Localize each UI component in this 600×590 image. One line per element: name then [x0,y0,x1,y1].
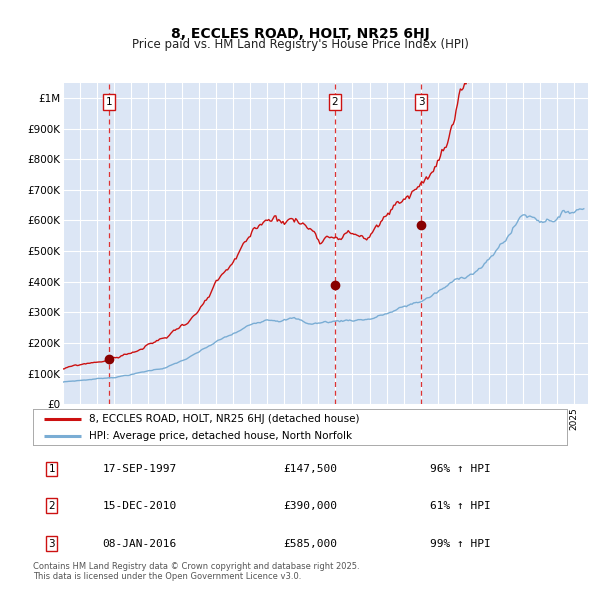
Text: £585,000: £585,000 [284,539,338,549]
Text: 96% ↑ HPI: 96% ↑ HPI [430,464,491,474]
Text: 3: 3 [49,539,55,549]
Text: 15-DEC-2010: 15-DEC-2010 [103,501,177,511]
Text: 2: 2 [331,97,338,107]
Text: £147,500: £147,500 [284,464,338,474]
Text: Price paid vs. HM Land Registry's House Price Index (HPI): Price paid vs. HM Land Registry's House … [131,38,469,51]
Text: 8, ECCLES ROAD, HOLT, NR25 6HJ: 8, ECCLES ROAD, HOLT, NR25 6HJ [170,27,430,41]
Text: HPI: Average price, detached house, North Norfolk: HPI: Average price, detached house, Nort… [89,431,352,441]
Text: £390,000: £390,000 [284,501,338,511]
Text: 3: 3 [418,97,425,107]
Text: 08-JAN-2016: 08-JAN-2016 [103,539,177,549]
Text: Contains HM Land Registry data © Crown copyright and database right 2025.
This d: Contains HM Land Registry data © Crown c… [33,562,359,581]
Text: 99% ↑ HPI: 99% ↑ HPI [430,539,491,549]
Text: 8, ECCLES ROAD, HOLT, NR25 6HJ (detached house): 8, ECCLES ROAD, HOLT, NR25 6HJ (detached… [89,414,359,424]
Text: 2: 2 [49,501,55,511]
Text: 17-SEP-1997: 17-SEP-1997 [103,464,177,474]
Text: 61% ↑ HPI: 61% ↑ HPI [430,501,491,511]
Text: 1: 1 [106,97,112,107]
Text: 1: 1 [49,464,55,474]
